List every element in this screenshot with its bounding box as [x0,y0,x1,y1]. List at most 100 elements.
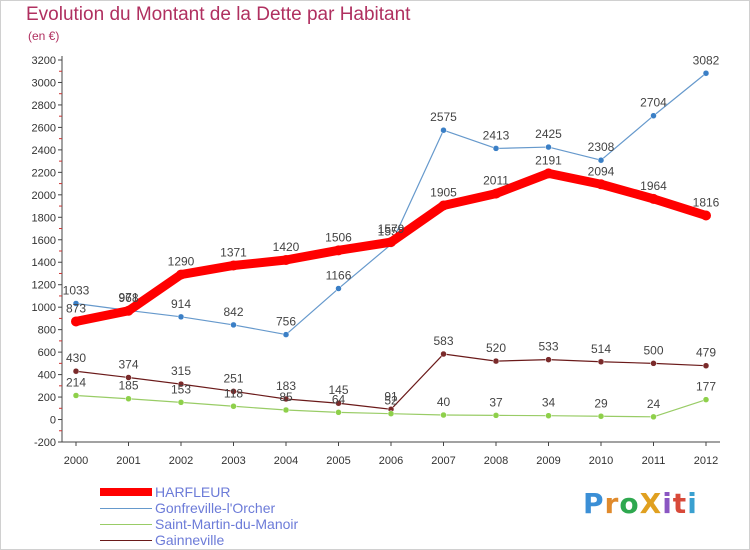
data-label-saint-martin-du-manoir: 37 [489,395,503,409]
data-label-saint-martin-du-manoir: 52 [384,394,398,408]
data-label-saint-martin-du-manoir: 185 [118,379,138,393]
legend-swatch [100,524,152,525]
data-label-saint-martin-du-manoir: 214 [66,375,86,389]
data-label-saint-martin-du-manoir: 153 [171,382,191,396]
x-tick-label: 2001 [116,455,140,467]
data-label-gainneville: 145 [328,383,348,397]
data-point-harfleur [123,305,134,316]
x-tick-label: 2010 [589,455,613,467]
y-tick-label: 2400 [32,145,56,157]
data-label-gonfreville-l-orcher: 842 [223,305,243,319]
data-label-harfleur: 968 [118,291,138,305]
data-label-harfleur: 1816 [693,195,720,209]
y-tick-label: 3200 [32,55,56,67]
y-tick-label: 1200 [32,280,56,292]
chart-title: Evolution du Montant de la Dette par Hab… [26,4,411,25]
data-point-saint-martin-du-manoir [177,399,185,406]
data-point-saint-martin-du-manoir [440,411,447,419]
data-point-gonfreville-l-orcher [177,313,185,321]
data-point-harfleur [543,168,554,179]
y-tick-label: 2800 [32,100,56,112]
x-tick-label: 2002 [169,455,193,467]
data-label-saint-martin-du-manoir: 177 [696,380,716,394]
data-label-harfleur: 2191 [535,153,562,167]
data-point-saint-martin-du-manoir [597,413,605,420]
data-point-saint-martin-du-manoir [72,392,80,399]
data-point-gonfreville-l-orcher [545,143,552,151]
data-point-gonfreville-l-orcher [282,331,290,338]
data-point-saint-martin-du-manoir [492,412,500,419]
data-label-gonfreville-l-orcher: 971 [118,290,138,304]
data-point-harfleur [333,245,344,256]
x-tick-label: 2006 [379,455,403,467]
y-tick-label: 1400 [32,257,56,269]
x-tick-label: 2011 [642,455,666,467]
data-label-gonfreville-l-orcher: 1033 [63,283,90,297]
data-point-gonfreville-l-orcher [72,300,80,307]
data-point-saint-martin-du-manoir [230,403,237,410]
data-label-gainneville: 583 [433,334,453,348]
data-point-gainneville [650,360,657,367]
data-label-harfleur: 873 [66,301,86,315]
y-tick-label: 2200 [32,167,56,179]
data-label-gonfreville-l-orcher: 2575 [430,110,457,124]
data-label-gainneville: 251 [223,371,243,385]
data-label-saint-martin-du-manoir: 40 [437,395,451,409]
line-chart: -200 0 200 400 600 800 1000 1200 1400 1600 1800 200… [32,53,720,467]
y-tick-label: 1600 [32,235,56,247]
data-label-gonfreville-l-orcher: 2425 [535,127,562,141]
data-point-harfleur [701,210,711,221]
data-point-gonfreville-l-orcher [597,156,605,164]
data-point-saint-martin-du-manoir [282,406,290,414]
data-point-gainneville [597,358,605,366]
series-line-gonfreville-l-orcher [75,72,707,336]
data-point-gainneville [125,374,132,381]
y-tick-label: 600 [38,347,56,359]
y-tick-label: 0 [50,415,56,427]
data-point-gonfreville-l-orcher [230,321,237,329]
data-point-saint-martin-du-manoir [650,413,657,421]
data-label-gonfreville-l-orcher: 2413 [483,128,510,142]
data-label-gainneville: 91 [384,389,398,403]
legend-label: HARFLEUR [155,484,231,500]
data-point-harfleur [228,260,239,271]
y-tick-label: -200 [34,437,56,449]
data-label-gonfreville-l-orcher: 3082 [693,53,720,67]
data-point-harfleur [281,254,291,265]
y-tick-label: 1000 [32,302,56,314]
data-label-harfleur: 1420 [273,240,300,254]
proxiti-logo: ProXiti [583,487,698,520]
data-label-gonfreville-l-orcher: 756 [276,315,296,329]
data-label-gainneville: 514 [591,342,611,356]
chart-subtitle: (en €) [28,29,60,43]
x-tick-label: 2004 [274,455,298,467]
y-tick-label: 2600 [32,122,56,134]
data-label-saint-martin-du-manoir: 64 [332,392,346,406]
data-label-gainneville: 533 [538,340,558,354]
data-label-gonfreville-l-orcher: 1166 [326,269,352,283]
data-label-gainneville: 183 [276,379,296,393]
data-label-harfleur: 1290 [168,255,195,269]
data-label-harfleur: 1371 [220,245,247,259]
x-tick-label: 2008 [484,455,508,467]
data-label-saint-martin-du-manoir: 85 [279,390,293,404]
data-label-harfleur: 2094 [588,164,615,178]
data-point-gonfreville-l-orcher [702,70,710,77]
x-tick-label: 2012 [694,455,718,467]
data-point-harfleur [438,200,449,211]
data-point-saint-martin-du-manoir [125,395,132,402]
data-label-harfleur: 2011 [483,174,509,188]
data-label-gonfreville-l-orcher: 914 [171,297,191,311]
data-label-gainneville: 374 [118,358,138,372]
data-point-gainneville [335,399,342,407]
x-tick-label: 2000 [64,455,88,467]
data-label-gainneville: 520 [486,341,506,355]
data-point-saint-martin-du-manoir [335,409,342,416]
y-tick-label: 200 [38,392,56,404]
data-label-saint-martin-du-manoir: 118 [224,386,243,400]
legend-swatch [100,488,152,496]
data-point-harfleur [648,193,659,204]
data-point-harfleur [71,316,81,327]
data-point-gainneville [230,388,237,395]
